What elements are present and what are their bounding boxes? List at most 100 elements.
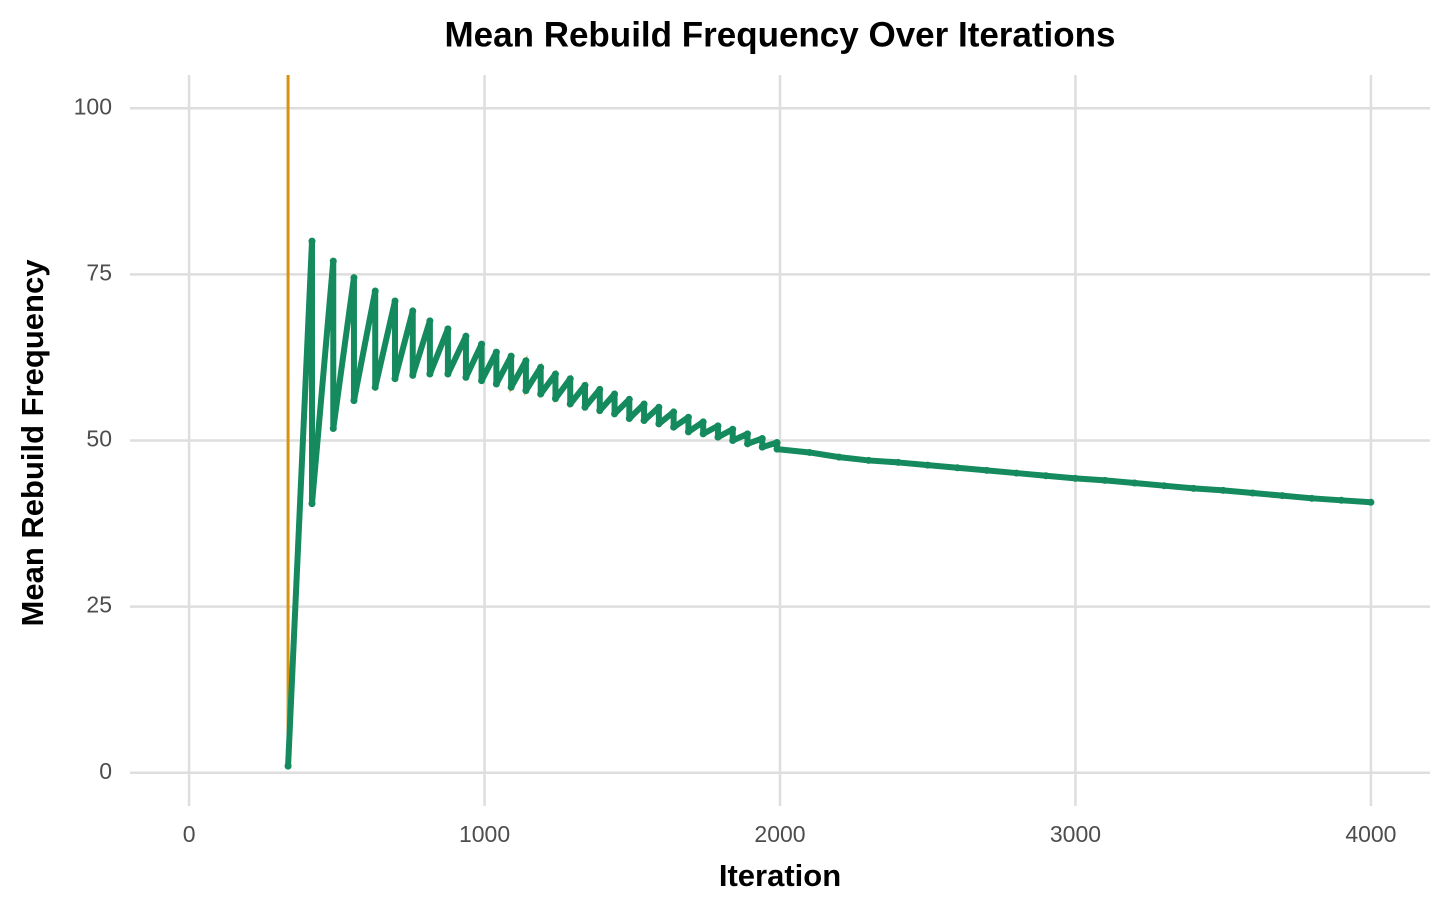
data-point (1131, 479, 1139, 487)
data-point (773, 445, 781, 453)
series-trace (285, 238, 1374, 770)
data-point (444, 325, 452, 333)
data-point (566, 400, 574, 408)
data-point (625, 415, 633, 423)
y-tick-label: 25 (86, 592, 112, 618)
grid (130, 75, 1430, 806)
data-point (1278, 492, 1286, 500)
data-point (1308, 494, 1316, 502)
data-point (1367, 498, 1375, 506)
data-point (1249, 489, 1257, 497)
data-point (611, 410, 619, 418)
data-point (329, 257, 337, 265)
data-point (1160, 482, 1168, 490)
data-point (492, 380, 500, 388)
data-point (581, 381, 589, 389)
data-point (744, 440, 751, 448)
x-tick-label: 4000 (1345, 821, 1396, 847)
data-point (655, 420, 663, 428)
data-point (507, 352, 515, 360)
data-point (581, 403, 589, 411)
data-point (625, 395, 633, 403)
y-tick-label: 100 (74, 93, 112, 119)
data-point (924, 461, 932, 469)
data-point (537, 363, 545, 371)
y-tick-label: 75 (86, 259, 112, 285)
data-point (773, 438, 781, 446)
data-point (409, 307, 417, 315)
x-tick-label: 1000 (459, 821, 510, 847)
data-point (308, 237, 316, 245)
data-point (670, 408, 678, 416)
data-point (640, 400, 648, 408)
data-point (596, 407, 604, 415)
data-point (684, 413, 692, 421)
data-point (507, 383, 515, 391)
x-axis-title: Iteration (719, 858, 841, 893)
data-point (714, 433, 722, 441)
data-point (329, 425, 337, 433)
data-point (699, 430, 707, 438)
data-point (611, 390, 619, 398)
chart-title: Mean Rebuild Frequency Over Iterations (445, 15, 1116, 54)
data-point (522, 387, 530, 395)
data-point (865, 456, 873, 464)
data-point (983, 466, 991, 474)
data-point (806, 448, 814, 456)
data-point (426, 370, 434, 378)
data-point (350, 274, 358, 282)
data-point (655, 403, 663, 411)
data-point (1101, 476, 1109, 484)
data-point (284, 762, 292, 770)
data-point (729, 425, 737, 433)
data-point (566, 375, 574, 383)
data-point (1337, 496, 1345, 504)
data-point (444, 370, 452, 378)
data-point (350, 397, 358, 405)
data-point (729, 437, 737, 444)
x-tick-label: 2000 (754, 821, 805, 847)
data-point (391, 297, 399, 305)
data-point (1071, 474, 1079, 482)
data-point (1012, 469, 1020, 477)
data-point (391, 375, 399, 383)
data-point (744, 430, 751, 438)
data-point (1042, 472, 1050, 480)
data-point (308, 500, 316, 508)
data-point (758, 443, 766, 451)
data-point (522, 357, 530, 365)
data-point (371, 287, 379, 295)
y-axis-title: Mean Rebuild Frequency (15, 259, 50, 627)
data-point (1219, 486, 1227, 494)
data-point (1190, 484, 1198, 492)
data-point (596, 385, 604, 393)
y-tick-label: 50 (86, 426, 112, 452)
data-point (409, 371, 417, 379)
data-point (462, 332, 470, 340)
data-point (835, 453, 843, 461)
series-line (286, 75, 1372, 767)
plot-area (284, 75, 1375, 770)
data-point (953, 464, 961, 472)
data-point (670, 423, 678, 431)
data-point (492, 348, 500, 356)
data-point (894, 458, 902, 466)
data-point (478, 340, 486, 348)
data-point (699, 418, 707, 426)
data-point (551, 370, 559, 378)
data-point (478, 377, 486, 385)
x-tick-label: 0 (183, 821, 196, 847)
data-point (551, 395, 559, 403)
data-point (371, 383, 379, 391)
data-point (714, 422, 722, 430)
data-point (426, 317, 434, 325)
x-tick-label: 3000 (1050, 821, 1101, 847)
data-point (640, 417, 648, 425)
data-point (462, 373, 470, 381)
y-tick-label: 0 (99, 758, 112, 784)
data-point (684, 428, 692, 436)
data-point (537, 390, 545, 398)
data-point (758, 435, 766, 443)
